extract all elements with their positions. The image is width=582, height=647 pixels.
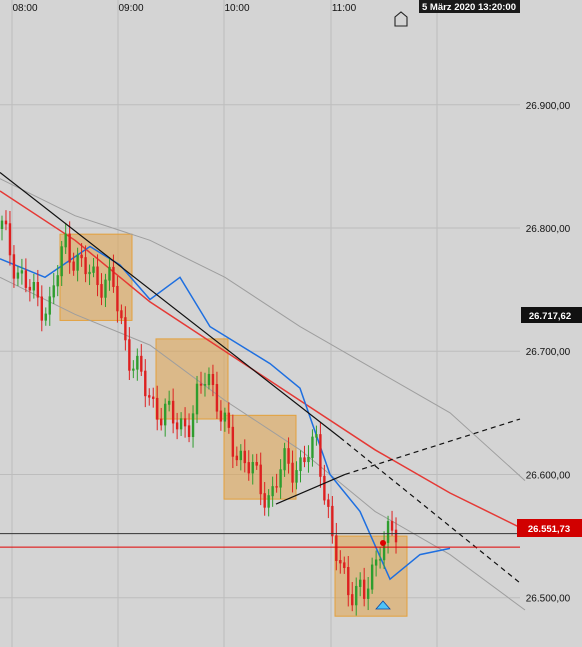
plot-background bbox=[0, 0, 520, 647]
dashed-trendline bbox=[339, 437, 521, 584]
price-tick-label: 26.800,00 bbox=[526, 224, 571, 235]
time-axis: 08:00 09:00 10:00 11:00 bbox=[12, 3, 356, 14]
price-axis: 26.500,00 26.600,00 26.700,00 26.800,00 26.9… bbox=[526, 101, 571, 605]
moving-average-line bbox=[0, 190, 526, 531]
datetime-text: 5 März 2020 13:20:00 bbox=[422, 2, 516, 13]
price-axis-background bbox=[520, 0, 582, 647]
upper-band-line bbox=[0, 178, 526, 481]
current-price-label: 26.551,73 bbox=[517, 519, 582, 537]
datetime-badge: 5 März 2020 13:20:00 bbox=[419, 0, 520, 13]
price-tick-label: 26.700,00 bbox=[526, 347, 571, 358]
dashed-trendline bbox=[344, 418, 521, 476]
range-boxes bbox=[59, 233, 408, 617]
grid bbox=[0, 0, 520, 647]
time-tick-label: 08:00 bbox=[12, 3, 37, 14]
price-tick-label: 26.900,00 bbox=[526, 101, 571, 112]
signal-triangle-icon bbox=[375, 600, 391, 610]
time-tick-label: 09:00 bbox=[118, 3, 143, 14]
price-tick-label: 26.600,00 bbox=[526, 470, 571, 481]
last-price-text: 26.717,62 bbox=[529, 311, 571, 322]
last-price-label: 26.717,62 bbox=[521, 307, 582, 323]
solid-trendline bbox=[0, 172, 341, 438]
home-icon[interactable] bbox=[394, 11, 408, 27]
time-tick-label: 11:00 bbox=[332, 3, 357, 14]
time-tick-label: 10:00 bbox=[224, 3, 249, 14]
price-tick-label: 26.500,00 bbox=[526, 594, 571, 605]
price-lines bbox=[0, 533, 520, 548]
candles bbox=[0, 210, 398, 616]
solid-trendline bbox=[275, 473, 346, 505]
trendlines bbox=[0, 172, 521, 584]
entry-marker bbox=[380, 540, 386, 546]
current-price-text: 26.551,73 bbox=[528, 524, 570, 535]
